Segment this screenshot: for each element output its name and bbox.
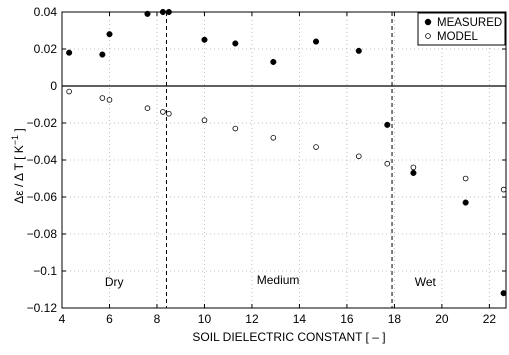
x-tick-label: 12 [245, 312, 259, 326]
x-tick-label: 20 [435, 312, 449, 326]
y-tick-label: 0 [50, 79, 57, 93]
model-point [313, 144, 319, 150]
x-tick-label: 6 [106, 312, 113, 326]
region-label: Medium [257, 273, 300, 287]
model-point [99, 95, 106, 101]
measured-point [500, 290, 507, 297]
model-point [160, 109, 166, 115]
y-tick-label: 0.04 [34, 5, 58, 19]
y-tick-label: −0.08 [27, 227, 58, 241]
measured-point [462, 199, 469, 206]
measured-point [384, 121, 391, 128]
legend-marker-measured [424, 18, 432, 26]
model-point [270, 135, 277, 141]
y-axis-label-end: ] [12, 128, 26, 135]
x-tick-label: 14 [293, 312, 307, 326]
measured-point [165, 8, 172, 16]
measured-point [99, 51, 106, 58]
x-tick-label: 4 [59, 312, 66, 326]
model-point [410, 164, 417, 171]
y-tick-label: 0.02 [34, 42, 58, 56]
legend-label-measured: MEASURED [437, 17, 502, 29]
measured-point [410, 169, 417, 176]
model-point [66, 88, 72, 95]
measured-point [159, 8, 166, 16]
axes-layer [61, 11, 507, 309]
x-tick-label: 16 [340, 312, 354, 326]
model-point [201, 117, 208, 124]
y-tick-label: −0.06 [27, 190, 58, 204]
x-axis-label: SOIL DIELECTRIC CONSTANT [ – ] [192, 330, 385, 344]
x-tick-label: 10 [198, 312, 212, 326]
y-tick-label: −0.1 [33, 264, 57, 278]
model-point [355, 153, 362, 160]
region-label: Wet [415, 275, 437, 289]
x-tick-label: 18 [388, 312, 402, 326]
tick-labels: 4 6 8 10 12 14 16 18 20 22 0.04 0.02 0 −0.02 −0.04 −0.0… [27, 5, 497, 326]
model-point [166, 110, 172, 117]
measured-point [144, 10, 151, 17]
measured-point [232, 40, 239, 47]
y-axis-label-main: Δε / Δ T [ K [12, 145, 26, 204]
model-point [106, 97, 113, 103]
grid-layer [61, 11, 506, 309]
y-axis-label: Δε / Δ T [ K−1 ] [10, 128, 26, 203]
plot-frame [61, 11, 507, 309]
data-points [66, 8, 507, 297]
region-labels: Dry Medium Wet [105, 273, 437, 289]
measured-point [355, 47, 362, 54]
reference-lines [62, 12, 506, 308]
model-point [384, 160, 391, 167]
measured-point [270, 58, 277, 66]
model-point [232, 125, 239, 132]
region-label: Dry [105, 275, 124, 289]
legend-box [417, 12, 506, 46]
measured-point [66, 49, 73, 56]
y-tick-label: −0.04 [27, 153, 58, 167]
legend: MEASURED MODEL [417, 12, 506, 46]
measured-point [313, 38, 320, 45]
legend-marker-model [425, 33, 431, 39]
legend-label-model: MODEL [437, 31, 479, 43]
model-point [500, 186, 507, 193]
model-point [144, 105, 151, 111]
y-tick-label: −0.12 [27, 301, 58, 315]
x-tick-label: 8 [154, 312, 161, 326]
measured-point [201, 36, 208, 43]
measured-point [106, 31, 113, 38]
x-tick-label: 22 [483, 312, 497, 326]
y-axis-label-sup: −1 [10, 135, 20, 145]
y-tick-label: −0.02 [27, 116, 58, 130]
model-point [462, 175, 469, 182]
